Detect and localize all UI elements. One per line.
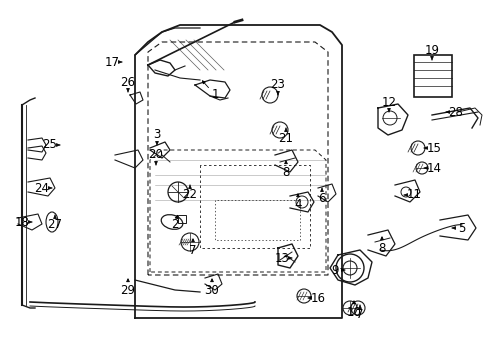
Text: 9: 9 bbox=[330, 264, 338, 276]
Text: 17: 17 bbox=[104, 55, 119, 68]
Text: 21: 21 bbox=[278, 131, 293, 144]
Text: 7: 7 bbox=[189, 243, 196, 256]
Text: 6: 6 bbox=[318, 192, 325, 204]
Text: 15: 15 bbox=[426, 141, 441, 154]
Text: 27: 27 bbox=[47, 219, 62, 231]
Text: 28: 28 bbox=[447, 105, 463, 118]
Text: 29: 29 bbox=[120, 284, 135, 297]
Text: 13: 13 bbox=[274, 252, 289, 265]
Text: 24: 24 bbox=[35, 181, 49, 194]
Text: 20: 20 bbox=[148, 148, 163, 162]
Text: 3: 3 bbox=[153, 129, 161, 141]
Text: 7: 7 bbox=[356, 309, 363, 321]
Text: 4: 4 bbox=[294, 198, 301, 211]
Text: 23: 23 bbox=[270, 78, 285, 91]
Text: 11: 11 bbox=[406, 189, 421, 202]
Text: 8: 8 bbox=[378, 242, 385, 255]
Text: 30: 30 bbox=[204, 284, 219, 297]
Text: 18: 18 bbox=[15, 216, 29, 229]
Bar bbox=[178, 215, 185, 223]
Text: 14: 14 bbox=[426, 162, 441, 175]
Bar bbox=[413, 55, 451, 97]
Text: 8: 8 bbox=[282, 166, 289, 179]
Text: 1: 1 bbox=[211, 89, 218, 102]
Text: 19: 19 bbox=[424, 44, 439, 57]
Text: 22: 22 bbox=[182, 189, 197, 202]
Text: 10: 10 bbox=[346, 306, 361, 319]
Text: 25: 25 bbox=[42, 139, 57, 152]
Text: 16: 16 bbox=[310, 292, 325, 305]
Text: 2: 2 bbox=[171, 219, 179, 231]
Text: 26: 26 bbox=[120, 76, 135, 89]
Text: 12: 12 bbox=[381, 95, 396, 108]
Text: 5: 5 bbox=[457, 221, 465, 234]
